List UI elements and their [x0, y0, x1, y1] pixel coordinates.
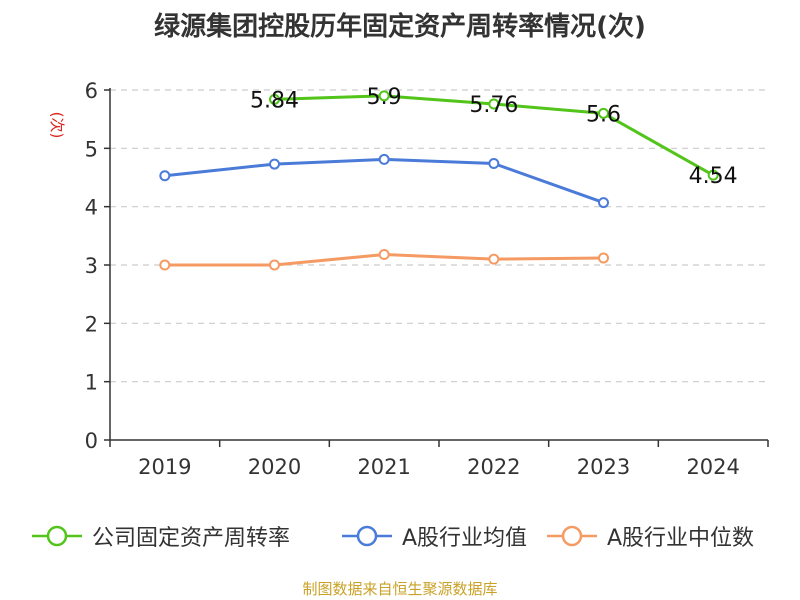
legend: 公司固定资产周转率 A股行业均值 A股行业中位数: [0, 518, 800, 554]
data-label-s0-2021: 5.9: [367, 85, 402, 110]
y-tick-label-6: 6: [85, 79, 98, 103]
y-tick-label-2: 2: [85, 312, 98, 336]
data-point-s0-2024[interactable]: [707, 169, 719, 181]
series-line-1: [164, 157, 605, 204]
y-tick-label-3: 3: [85, 254, 98, 278]
data-point-s1-2023[interactable]: [598, 197, 609, 209]
y-tick-label-5: 5: [85, 137, 98, 161]
data-point-s0-2020[interactable]: [269, 93, 280, 105]
data-point-s1-2019[interactable]: [159, 170, 171, 182]
legend-item-industry-mean[interactable]: A股行业均值: [340, 518, 527, 554]
data-point-s1-2020[interactable]: [269, 158, 280, 170]
y-tick-label-0: 0: [85, 429, 98, 453]
legend-label-industry-mean: A股行业均值: [402, 526, 528, 551]
y-axis-label: (次): [48, 112, 66, 139]
data-point-s0-2021[interactable]: [378, 90, 390, 102]
legend-item-industry-median[interactable]: A股行业中位数: [545, 518, 754, 554]
x-tick-label-2020: 2020: [248, 455, 301, 479]
data-point-s2-2020[interactable]: [269, 259, 280, 271]
y-tick-label-1: 1: [85, 371, 98, 395]
x-tick-label-2021: 2021: [357, 455, 410, 479]
data-label-s0-2022: 5.76: [469, 93, 518, 118]
legend-marker-company: [32, 525, 82, 547]
data-point-s2-2023[interactable]: [598, 252, 609, 264]
x-tick-label-2023: 2023: [577, 455, 630, 479]
legend-label-company: 公司固定资产周转率: [92, 526, 291, 551]
legend-marker-industry-mean: [342, 525, 392, 547]
legend-marker-industry-median: [547, 525, 597, 547]
chart-title: 绿源集团控股历年固定资产周转率情况(次): [154, 12, 646, 42]
data-point-s2-2021[interactable]: [378, 249, 390, 260]
x-tick-label-2019: 2019: [138, 455, 191, 479]
data-label-s0-2023: 5.6: [586, 102, 621, 127]
data-source-note: 制图数据来自恒生聚源数据库: [302, 580, 498, 598]
x-tick-label-2022: 2022: [467, 455, 520, 479]
data-point-s2-2019[interactable]: [159, 259, 171, 271]
data-point-s0-2023[interactable]: [598, 107, 609, 119]
y-tick-label-4: 4: [85, 196, 98, 220]
x-tick-label-2024: 2024: [686, 455, 739, 479]
legend-item-company[interactable]: 公司固定资产周转率: [30, 518, 290, 554]
data-label-s0-2024: 4.54: [689, 164, 738, 189]
data-point-s2-2022[interactable]: [488, 253, 500, 265]
data-point-s1-2021[interactable]: [378, 153, 390, 165]
data-point-s0-2022[interactable]: [488, 98, 500, 110]
data-label-s0-2020: 5.84: [250, 88, 299, 113]
legend-label-industry-median: A股行业中位数: [607, 526, 755, 551]
data-point-s1-2022[interactable]: [488, 158, 500, 169]
